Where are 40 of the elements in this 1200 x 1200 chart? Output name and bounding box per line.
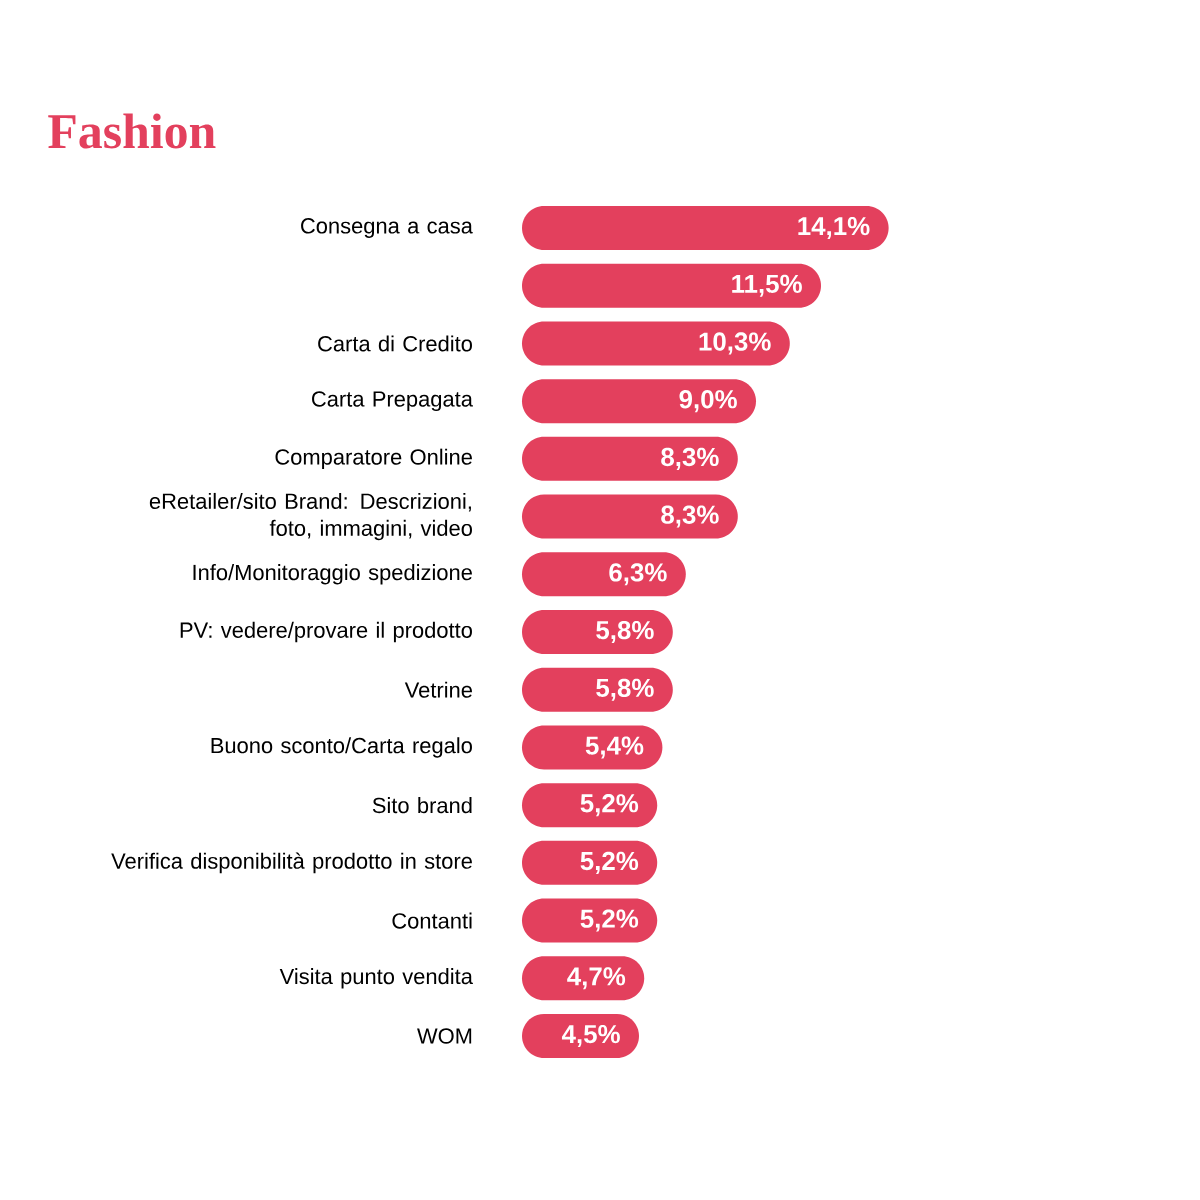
data-label: 11,5% <box>732 274 802 297</box>
data-label: 5,2% <box>580 851 639 874</box>
bar <box>522 263 821 308</box>
y-tick-label: Info/Monitoraggio spedizione <box>193 564 472 585</box>
data-label: 8,3% <box>661 505 719 528</box>
bar <box>522 379 756 424</box>
bar <box>522 206 889 250</box>
data-label: 4,5% <box>561 1024 620 1048</box>
data-label: 5,8% <box>596 678 654 701</box>
data-label: 5,2% <box>580 909 639 932</box>
y-tick-label: PV: vedere/provare il prodotto <box>180 621 472 643</box>
data-label: 5,8% <box>596 620 654 644</box>
chart-title: Fashion <box>48 113 216 149</box>
bar <box>522 321 790 366</box>
data-label: 5,2% <box>580 794 639 817</box>
y-tick-label: Comparatore Online <box>275 448 472 470</box>
y-tick-label: Buono sconto/Carta regalo <box>211 737 472 758</box>
data-label: 8,3% <box>661 447 719 470</box>
y-tick-label: Consegna a casa <box>301 218 473 238</box>
y-tick-label: WOM <box>417 1028 472 1044</box>
data-label: 6,3% <box>609 563 667 586</box>
y-tick-label: Carta di Credito <box>318 335 472 352</box>
bar <box>522 725 663 770</box>
data-label: 10,3% <box>699 332 771 355</box>
y-tick-label: Sito brand <box>372 797 472 814</box>
y-tick-label: Verifica disponibilità prodotto in store <box>111 852 472 874</box>
bar <box>522 494 738 539</box>
bar <box>522 667 673 712</box>
data-label: 4,7% <box>567 967 626 990</box>
y-tick-label: Contanti <box>392 912 472 929</box>
y-tick-label: Visita punto vendita <box>279 968 473 989</box>
y-tick-label: eRetailer/sito Brand: Descrizioni, foto, immagini, video <box>149 492 472 541</box>
y-tick-label: Carta Prepagata <box>312 391 473 412</box>
data-label: 9,0% <box>679 390 737 413</box>
y-tick-label: Vetrine <box>404 681 472 698</box>
data-label: 5,4% <box>585 736 644 759</box>
bar <box>522 610 673 654</box>
bar <box>522 552 686 597</box>
data-label: 14,1% <box>798 216 870 240</box>
bar <box>522 436 738 481</box>
